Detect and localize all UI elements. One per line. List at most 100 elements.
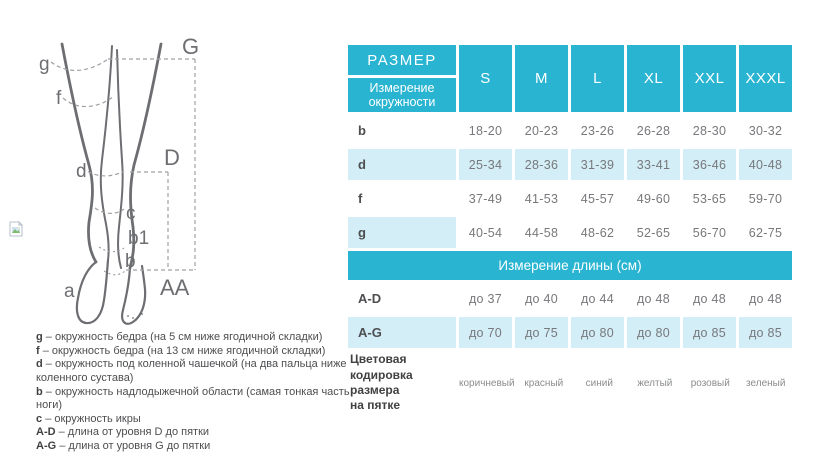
legend-key: A-G bbox=[36, 440, 57, 452]
legend-item-ad: A-D – длина от уровня D до пятки bbox=[36, 426, 356, 440]
cell-value: до 85 bbox=[739, 317, 792, 348]
legend-item-ag: A-G – длина от уровня G до пятки bbox=[36, 440, 356, 454]
right-foot-outline bbox=[121, 264, 147, 325]
cell-value: 48-62 bbox=[571, 217, 624, 248]
row-label: g bbox=[348, 217, 456, 248]
legend-item-d: d – окружность под коленной чашечкой (на… bbox=[36, 358, 356, 385]
legend-item-g: g – окружность бедра (на 5 см ниже ягоди… bbox=[36, 331, 356, 345]
cell-value: 25-34 bbox=[459, 149, 512, 180]
f-level-dashed-arc bbox=[62, 96, 114, 108]
diagram-label-g: g bbox=[39, 54, 50, 75]
legend-item-c: c – окружность икры bbox=[36, 413, 356, 427]
cell-value: 44-58 bbox=[515, 217, 568, 248]
heel-color-value: коричневый bbox=[459, 377, 515, 389]
c-level-dashed-arc bbox=[94, 207, 125, 214]
table-row-b: b 18-20 20-23 23-26 26-28 28-30 30-32 bbox=[348, 115, 792, 146]
cell-value: 26-28 bbox=[627, 115, 680, 146]
table-corner-cell: РАЗМЕР Измерение окружности bbox=[348, 45, 456, 112]
cell-value: 33-41 bbox=[627, 149, 680, 180]
legend-text: – окружность бедра (на 5 см ниже ягодичн… bbox=[45, 331, 323, 343]
length-section-row: Измерение длины (см) bbox=[348, 251, 792, 280]
legend-text: – окружность надлодыжечной области (сама… bbox=[36, 385, 350, 412]
b-level-dotted-arc bbox=[103, 270, 126, 276]
g-level-dashed-arc bbox=[50, 58, 109, 71]
cell-value: 30-32 bbox=[739, 115, 792, 146]
heel-color-row: Цветовая кодировка размера на пятке кори… bbox=[348, 351, 792, 415]
table-row-d: d 25-34 28-36 31-39 33-41 36-46 40-48 bbox=[348, 149, 792, 180]
table-row-ad: A-D до 37 до 40 до 44 до 48 до 48 до 48 bbox=[348, 283, 792, 314]
legend-text: – окружность икры bbox=[45, 412, 141, 425]
legend-key: d bbox=[36, 358, 43, 371]
size-header: РАЗМЕР bbox=[348, 45, 456, 75]
cell-value: 18-20 bbox=[459, 115, 512, 146]
size-table: РАЗМЕР Измерение окружности S M L XL XXL… bbox=[348, 45, 792, 415]
cell-value: 52-65 bbox=[627, 217, 680, 248]
heel-color-value: синий bbox=[585, 377, 613, 389]
legend-key: b bbox=[36, 385, 43, 398]
legend-key: g bbox=[36, 331, 43, 343]
heel-color-label: Цветовая кодировка размера на пятке bbox=[350, 352, 413, 413]
d-level-dashed-arc bbox=[81, 167, 125, 177]
legend-key: f bbox=[36, 344, 40, 357]
cell-value: 45-57 bbox=[571, 183, 624, 214]
heel-color-value: розовый bbox=[690, 377, 730, 389]
right-leg-inner-line bbox=[116, 49, 124, 269]
measurement-legend: g – окружность бедра (на 5 см ниже ягоди… bbox=[36, 331, 356, 454]
legend-key: c bbox=[36, 412, 43, 425]
cell-value: 31-39 bbox=[571, 149, 624, 180]
legend-text: – длина от уровня D до пятки bbox=[58, 426, 210, 439]
cell-value: 20-23 bbox=[515, 115, 568, 146]
length-section-header: Измерение длины (см) bbox=[348, 251, 792, 280]
legend-text: – окружность под коленной чашечкой (на д… bbox=[36, 358, 347, 384]
table-row-g: g 40-54 44-58 48-62 52-65 56-70 62-75 bbox=[348, 217, 792, 248]
cell-value: до 48 bbox=[739, 283, 792, 314]
cell-value: до 80 bbox=[627, 317, 680, 348]
table-header-row: РАЗМЕР Измерение окружности S M L XL XXL… bbox=[348, 45, 792, 112]
diagram-label-D: D bbox=[164, 145, 180, 170]
cell-value: до 85 bbox=[683, 317, 736, 348]
left-foot-outline bbox=[75, 258, 110, 325]
cell-value: до 37 bbox=[459, 283, 512, 314]
broken-image-icon bbox=[8, 220, 25, 238]
circumference-header: Измерение окружности bbox=[348, 78, 456, 112]
cell-value: 40-54 bbox=[459, 217, 512, 248]
diagram-label-G: G bbox=[182, 34, 199, 59]
heel-color-value: красный bbox=[524, 377, 564, 389]
row-label: A-D bbox=[348, 283, 456, 314]
row-label: d bbox=[348, 149, 456, 180]
legend-item-b: b – окружность надлодыжечной области (са… bbox=[36, 386, 356, 413]
size-col-header-xxl: XXL bbox=[683, 45, 736, 112]
diagram-label-AA: AA bbox=[160, 275, 190, 300]
cell-value: до 75 bbox=[515, 317, 568, 348]
cell-value: 41-53 bbox=[515, 183, 568, 214]
cell-value: 62-75 bbox=[739, 217, 792, 248]
toe-marks bbox=[127, 313, 143, 319]
diagram-label-b1: b1 bbox=[128, 228, 149, 249]
b1-level-dotted-arc bbox=[98, 246, 125, 253]
size-col-header-xl: XL bbox=[627, 45, 680, 112]
size-col-header-xxxl: XXXL bbox=[739, 45, 792, 112]
row-label: b bbox=[348, 115, 456, 146]
cell-value: до 40 bbox=[515, 283, 568, 314]
diagram-label-a: a bbox=[64, 281, 75, 302]
legend-text: – окружность бедра (на 13 см ниже ягодич… bbox=[42, 344, 326, 357]
right-leg-outer-line bbox=[128, 42, 163, 270]
cell-value: 37-49 bbox=[459, 183, 512, 214]
row-label: f bbox=[348, 183, 456, 214]
cell-value: 53-65 bbox=[683, 183, 736, 214]
cell-value: до 44 bbox=[571, 283, 624, 314]
diagram-label-c: c bbox=[126, 203, 136, 224]
left-leg-outer-line bbox=[60, 42, 98, 264]
cell-value: 28-36 bbox=[515, 149, 568, 180]
cell-value: до 70 bbox=[459, 317, 512, 348]
cell-value: до 48 bbox=[683, 283, 736, 314]
leg-measurement-diagram: g G f d D c b1 b a AA bbox=[39, 34, 199, 325]
cell-value: 56-70 bbox=[683, 217, 736, 248]
cell-value: до 80 bbox=[571, 317, 624, 348]
diagram-label-d: d bbox=[76, 161, 87, 182]
cell-value: 59-70 bbox=[739, 183, 792, 214]
cell-value: до 48 bbox=[627, 283, 680, 314]
heel-color-value: зеленый bbox=[746, 377, 786, 389]
table-row-ag: A-G до 70 до 75 до 80 до 80 до 85 до 85 bbox=[348, 317, 792, 348]
legend-key: A-D bbox=[36, 426, 56, 439]
